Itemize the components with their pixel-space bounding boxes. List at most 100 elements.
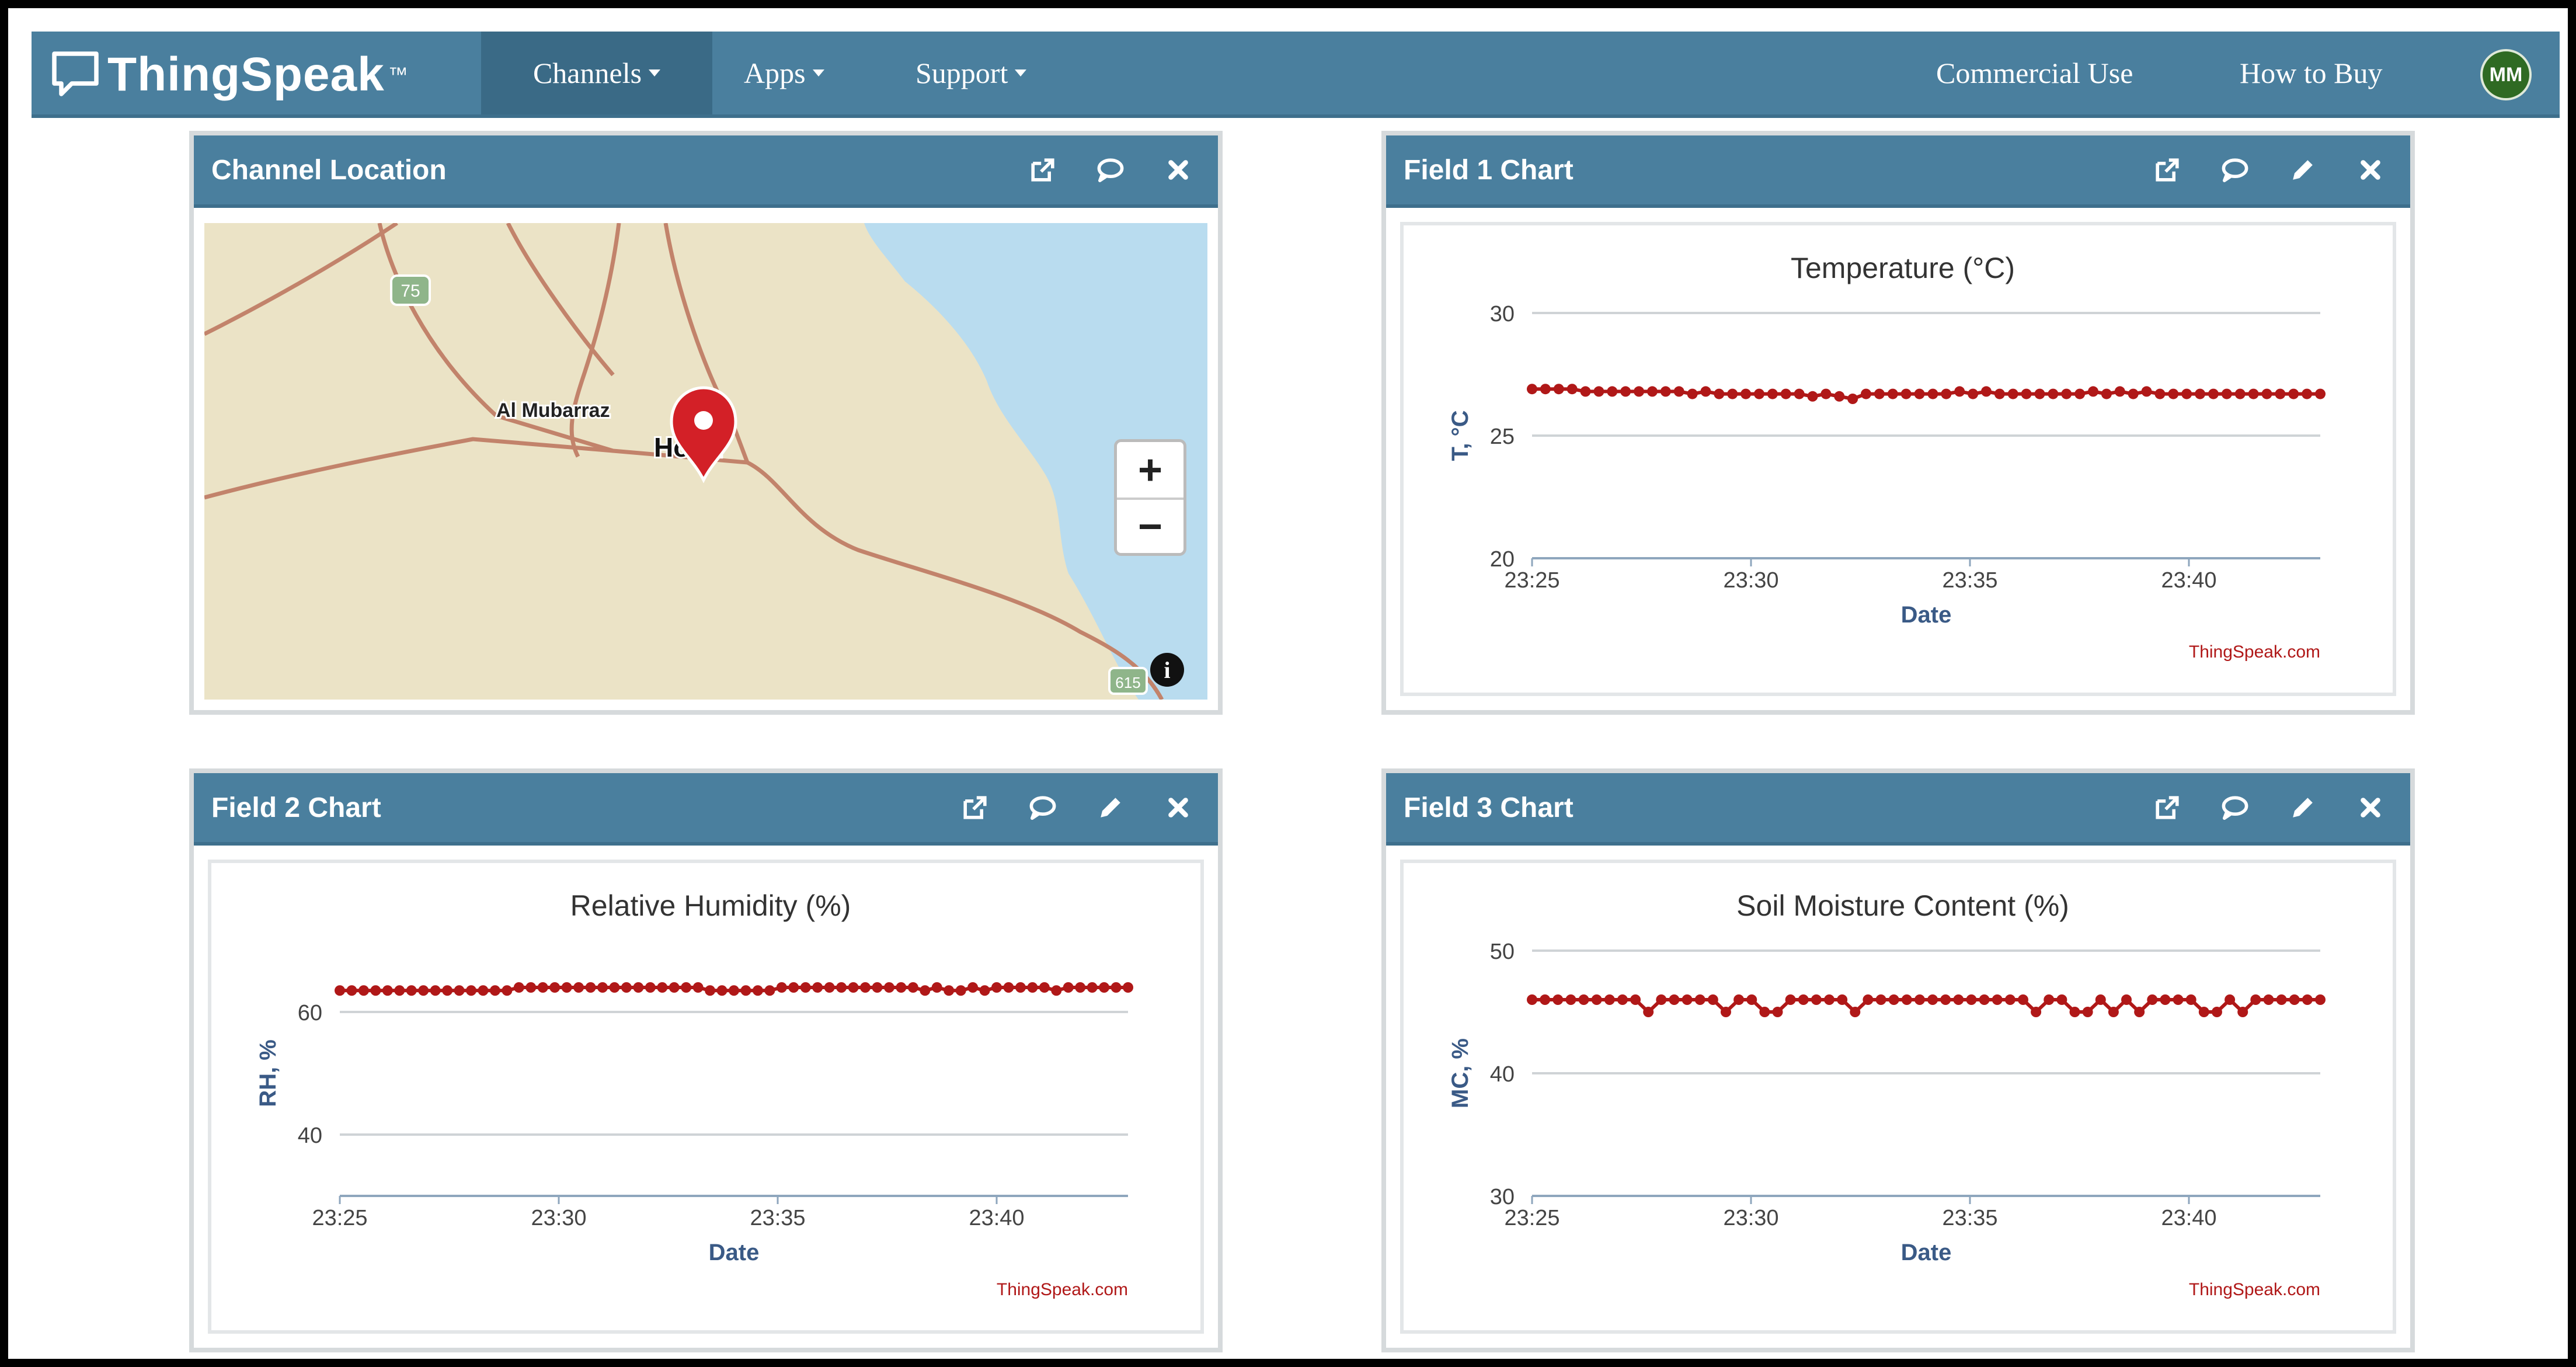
data-point[interactable] — [1075, 982, 1086, 993]
data-point[interactable] — [2234, 388, 2246, 399]
data-point[interactable] — [621, 982, 632, 993]
data-point[interactable] — [2288, 388, 2299, 399]
data-point[interactable] — [1039, 982, 1050, 993]
nav-support[interactable]: Support — [915, 32, 1027, 114]
data-point[interactable] — [2275, 388, 2286, 399]
data-point[interactable] — [1620, 386, 1631, 397]
data-point[interactable] — [1780, 388, 1791, 399]
data-point[interactable] — [1604, 994, 1615, 1005]
data-point[interactable] — [382, 985, 393, 996]
data-point[interactable] — [740, 985, 751, 996]
external-link-icon[interactable] — [2151, 154, 2184, 186]
data-point[interactable] — [1900, 388, 1912, 399]
close-icon[interactable] — [1162, 791, 1195, 824]
data-point[interactable] — [752, 985, 763, 996]
external-link-icon[interactable] — [2151, 791, 2184, 824]
data-point[interactable] — [2168, 388, 2179, 399]
data-point[interactable] — [573, 982, 584, 993]
data-point[interactable] — [1850, 1007, 1861, 1017]
data-point[interactable] — [1527, 384, 1537, 395]
data-point[interactable] — [2225, 994, 2236, 1005]
data-point[interactable] — [1015, 982, 1026, 993]
data-point[interactable] — [1811, 994, 1822, 1005]
data-point[interactable] — [729, 985, 739, 996]
data-point[interactable] — [1820, 388, 1832, 399]
data-point[interactable] — [2074, 388, 2086, 399]
data-point[interactable] — [2007, 388, 2018, 399]
data-point[interactable] — [1994, 388, 2005, 399]
data-point[interactable] — [1687, 388, 1698, 399]
data-point[interactable] — [370, 985, 381, 996]
comment-icon[interactable] — [1094, 154, 1127, 186]
data-point[interactable] — [979, 985, 990, 996]
data-point[interactable] — [1767, 388, 1778, 399]
data-point[interactable] — [418, 985, 429, 996]
data-point[interactable] — [2134, 1007, 2145, 1017]
data-point[interactable] — [335, 985, 345, 996]
data-point[interactable] — [2198, 1007, 2209, 1017]
data-point[interactable] — [1707, 994, 1718, 1005]
data-point[interactable] — [1087, 982, 1098, 993]
brand-logo[interactable]: ThingSpeak ™ — [49, 32, 408, 118]
data-point[interactable] — [692, 982, 704, 993]
data-point[interactable] — [2181, 388, 2192, 399]
data-point[interactable] — [1733, 994, 1745, 1005]
data-point[interactable] — [2141, 386, 2152, 397]
data-point[interactable] — [2031, 1007, 2042, 1017]
data-point[interactable] — [2208, 388, 2219, 399]
nav-commercial-use[interactable]: Commercial Use — [1936, 32, 2133, 114]
pencil-icon[interactable] — [2286, 791, 2319, 824]
comment-icon[interactable] — [2219, 154, 2251, 186]
data-point[interactable] — [1746, 994, 1757, 1005]
data-point[interactable] — [645, 982, 656, 993]
data-point[interactable] — [502, 985, 513, 996]
data-point[interactable] — [346, 985, 357, 996]
zoom-out-button[interactable]: − — [1137, 503, 1163, 550]
data-point[interactable] — [1759, 1007, 1770, 1017]
data-point[interactable] — [1656, 994, 1667, 1005]
data-point[interactable] — [454, 985, 465, 996]
data-point[interactable] — [1682, 994, 1693, 1005]
data-point[interactable] — [442, 985, 453, 996]
data-point[interactable] — [1646, 386, 1658, 397]
data-point[interactable] — [1099, 982, 1110, 993]
data-point[interactable] — [1003, 982, 1014, 993]
data-point[interactable] — [812, 982, 823, 993]
data-point[interactable] — [466, 985, 476, 996]
chart-credit[interactable]: ThingSpeak.com — [997, 1280, 1128, 1299]
data-point[interactable] — [716, 985, 727, 996]
data-point[interactable] — [657, 982, 668, 993]
data-point[interactable] — [788, 982, 799, 993]
data-point[interactable] — [1914, 388, 1925, 399]
data-point[interactable] — [1979, 994, 1990, 1005]
data-point[interactable] — [2160, 994, 2171, 1005]
data-point[interactable] — [824, 982, 835, 993]
data-point[interactable] — [525, 982, 537, 993]
data-point[interactable] — [1837, 994, 1848, 1005]
data-point[interactable] — [1669, 994, 1680, 1005]
data-point[interactable] — [1953, 994, 1964, 1005]
data-point[interactable] — [1567, 384, 1578, 395]
data-point[interactable] — [1727, 388, 1738, 399]
data-point[interactable] — [2128, 388, 2139, 399]
data-point[interactable] — [1634, 386, 1645, 397]
data-point[interactable] — [2147, 994, 2158, 1005]
data-point[interactable] — [848, 982, 859, 993]
data-point[interactable] — [705, 985, 716, 996]
data-point[interactable] — [561, 982, 572, 993]
map-view[interactable]: 75 615 Al Mubarraz Hofuf + − i — [204, 223, 1207, 700]
data-point[interactable] — [1027, 982, 1038, 993]
pencil-icon[interactable] — [2286, 154, 2319, 186]
data-point[interactable] — [1888, 994, 1899, 1005]
data-point[interactable] — [1553, 384, 1564, 395]
data-point[interactable] — [2315, 388, 2326, 399]
data-point[interactable] — [633, 982, 644, 993]
data-point[interactable] — [1834, 391, 1845, 402]
data-point[interactable] — [2101, 388, 2112, 399]
data-point[interactable] — [1580, 386, 1591, 397]
data-point[interactable] — [1643, 1007, 1654, 1017]
data-point[interactable] — [1123, 982, 1133, 993]
data-point[interactable] — [2237, 1007, 2248, 1017]
data-point[interactable] — [2250, 994, 2261, 1005]
data-point[interactable] — [955, 985, 966, 996]
